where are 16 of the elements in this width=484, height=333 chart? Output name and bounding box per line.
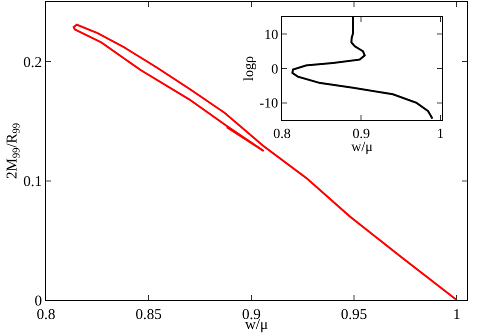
y-tick-label: 0	[34, 293, 42, 310]
y-tick-label: -10	[260, 96, 278, 112]
x-tick-label: 0.8	[36, 307, 56, 323]
x-tick-label: 0.9	[352, 126, 370, 142]
x-axis-title: w/μ	[351, 140, 373, 155]
line-series	[72, 24, 458, 300]
y-tick-label: 0.2	[23, 54, 42, 71]
x-tick-label: 0.95	[340, 307, 368, 323]
x-tick-label: 1	[436, 126, 444, 142]
x-tick-label: 0.85	[136, 307, 162, 323]
y-tick-label: 0.1	[23, 174, 42, 190]
x-tick-label: 0.8	[273, 126, 291, 142]
y-tick-label: 0	[271, 62, 278, 78]
y-axis-title: logρ	[242, 56, 258, 81]
x-tick-label: 1	[452, 307, 460, 323]
y-tick-label: 10	[264, 28, 278, 44]
